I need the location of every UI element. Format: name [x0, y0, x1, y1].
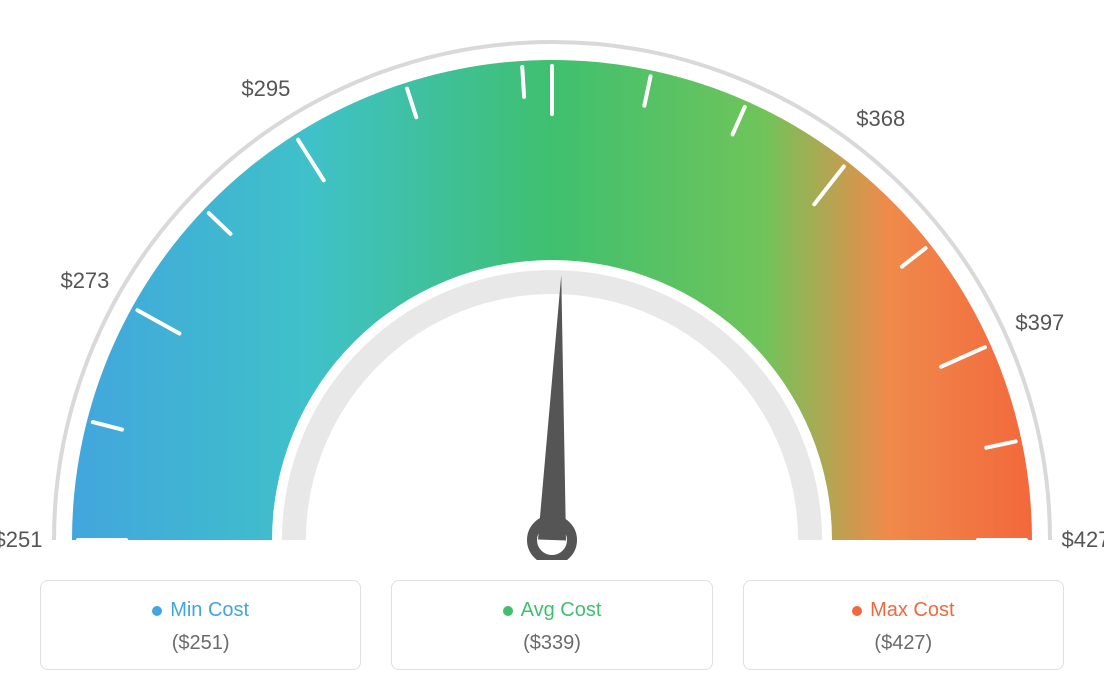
- legend-card-min: Min Cost ($251): [40, 580, 361, 670]
- gauge-svg: [0, 0, 1104, 560]
- legend-title-min: Min Cost: [152, 599, 249, 622]
- legend-card-max: Max Cost ($427): [743, 580, 1064, 670]
- gauge-tick-label: $339: [528, 0, 577, 1]
- dot-icon: [852, 606, 862, 616]
- legend-title-avg: Avg Cost: [503, 599, 602, 622]
- legend-title-max: Max Cost: [852, 599, 954, 622]
- legend-value-avg: ($339): [402, 632, 701, 655]
- legend-row: Min Cost ($251) Avg Cost ($339) Max Cost…: [40, 580, 1064, 670]
- legend-value-max: ($427): [754, 632, 1053, 655]
- legend-card-avg: Avg Cost ($339): [391, 580, 712, 670]
- dot-icon: [152, 606, 162, 616]
- gauge-chart: $251 $273 $295 $339 $368 $397 $427: [0, 0, 1104, 560]
- gauge-tick-label: $397: [1015, 310, 1064, 336]
- legend-title-text: Avg Cost: [521, 599, 602, 622]
- legend-title-text: Max Cost: [870, 599, 954, 622]
- gauge-tick-label: $368: [856, 106, 905, 132]
- legend-title-text: Min Cost: [170, 599, 249, 622]
- gauge-tick-label: $295: [241, 76, 290, 102]
- legend-value-min: ($251): [51, 632, 350, 655]
- dot-icon: [503, 606, 513, 616]
- gauge-tick-label: $427: [1062, 527, 1104, 553]
- gauge-tick-label: $273: [60, 268, 109, 294]
- gauge-tick-label: $251: [0, 527, 42, 553]
